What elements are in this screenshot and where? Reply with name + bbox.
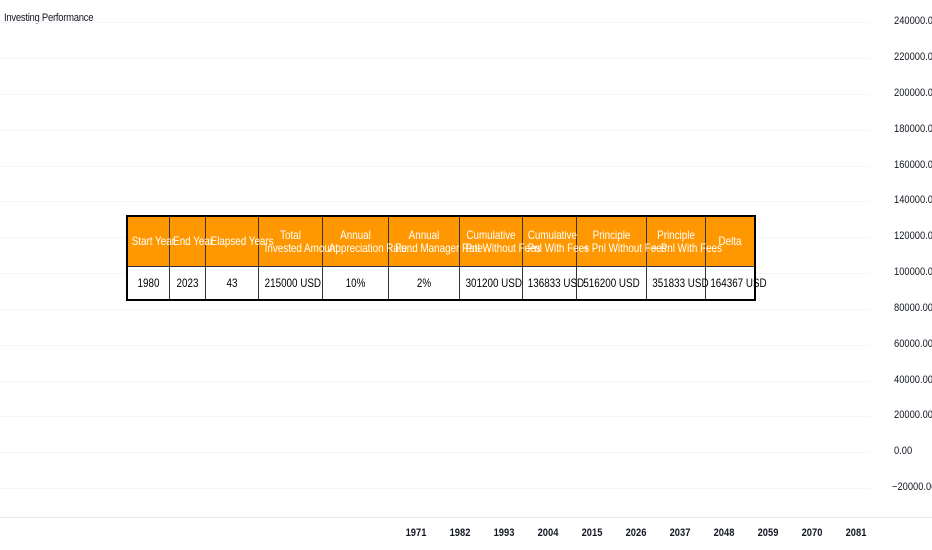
price-tick-label: 40000.00 (894, 374, 932, 386)
header-pnl-without-fees: Cumulative Pnl Without Fees (459, 215, 541, 267)
price-tick-label: 100000.00 (894, 266, 932, 278)
cell-fund-manager-rate: 2% (388, 266, 460, 301)
header-total-invested: Total Invested Amount (258, 215, 338, 267)
header-appreciation-rate: Annual Appreciation Rate (322, 215, 407, 267)
cell-pnl-with-fees: 136833 USD (522, 266, 584, 301)
header-principle-without-fees: Principle + Pnl Without Fees (576, 215, 667, 267)
time-tick-label: 1982 (449, 527, 471, 539)
time-tick-label: 2070 (801, 527, 823, 539)
gridline (0, 488, 870, 489)
price-tick-label: 60000.00 (894, 338, 932, 350)
price-tick-label: 160000.00 (894, 159, 932, 171)
header-delta: Delta (705, 215, 756, 267)
time-tick-label: 2015 (581, 527, 603, 539)
time-tick-label: 1971 (405, 527, 427, 539)
gridline (0, 130, 870, 131)
time-tick-label: 2004 (537, 527, 559, 539)
price-tick-label: 200000.00 (894, 87, 932, 99)
gridline (0, 381, 870, 382)
performance-table: Start Year End Year Elapsed Years Total I… (126, 215, 767, 301)
price-tick-label: 180000.00 (894, 123, 932, 135)
price-tick-label: 20000.00 (894, 409, 932, 421)
cell-principle-without-fees: 516200 USD (576, 266, 647, 301)
header-elapsed-years: Elapsed Years (205, 215, 274, 267)
gridline (0, 452, 870, 453)
price-tick-label: 220000.00 (894, 51, 932, 63)
cell-pnl-without-fees: 301200 USD (459, 266, 523, 301)
price-tick-label: −20000.00 (892, 481, 932, 493)
price-tick-label: 140000.00 (894, 194, 932, 206)
time-tick-label: 2048 (713, 527, 735, 539)
gridline (0, 22, 870, 23)
price-tick-label: 120000.00 (894, 230, 932, 242)
header-fund-manager-rate: Annual Fund Manager Rate (388, 215, 483, 267)
header-end-year: End Year (169, 215, 213, 267)
cell-elapsed-years: 43 (205, 266, 259, 301)
time-tick-label: 2037 (669, 527, 691, 539)
gridline (0, 309, 870, 310)
gridline (0, 345, 870, 346)
time-tick-label: 2059 (757, 527, 779, 539)
cell-delta: 164367 USD (705, 266, 767, 301)
price-axis[interactable]: 240000.00 220000.00 200000.00 180000.00 … (870, 0, 932, 520)
cell-end-year: 2023 (169, 266, 206, 301)
gridline (0, 58, 870, 59)
time-tick-label: 2026 (625, 527, 647, 539)
header-principle-with-fees: Principle + Pnl With Fees (646, 215, 722, 267)
time-tick-label: 2081 (845, 527, 867, 539)
gridline (0, 94, 870, 95)
indicator-title: Investing Performance (4, 12, 94, 24)
time-tick-label: 1993 (493, 527, 515, 539)
header-start-year: Start Year (126, 215, 175, 267)
gridline (0, 166, 870, 167)
table-row: 1980 2023 43 215000 USD 10% 2% 301200 US… (126, 266, 767, 301)
header-pnl-with-fees: Cumulative Pnl With Fees (522, 215, 589, 267)
price-tick-label: 240000.00 (894, 15, 932, 27)
price-tick-label: 0.00 (894, 445, 913, 457)
cell-principle-with-fees: 351833 USD (646, 266, 709, 301)
table-header-row: Start Year End Year Elapsed Years Total I… (126, 215, 756, 267)
cell-total-invested: 215000 USD (258, 266, 323, 301)
cell-start-year: 1980 (126, 266, 170, 301)
cell-appreciation-rate: 10% (322, 266, 389, 301)
gridline (0, 201, 870, 202)
price-tick-label: 80000.00 (894, 302, 932, 314)
gridline (0, 416, 870, 417)
time-axis-border (0, 517, 932, 518)
